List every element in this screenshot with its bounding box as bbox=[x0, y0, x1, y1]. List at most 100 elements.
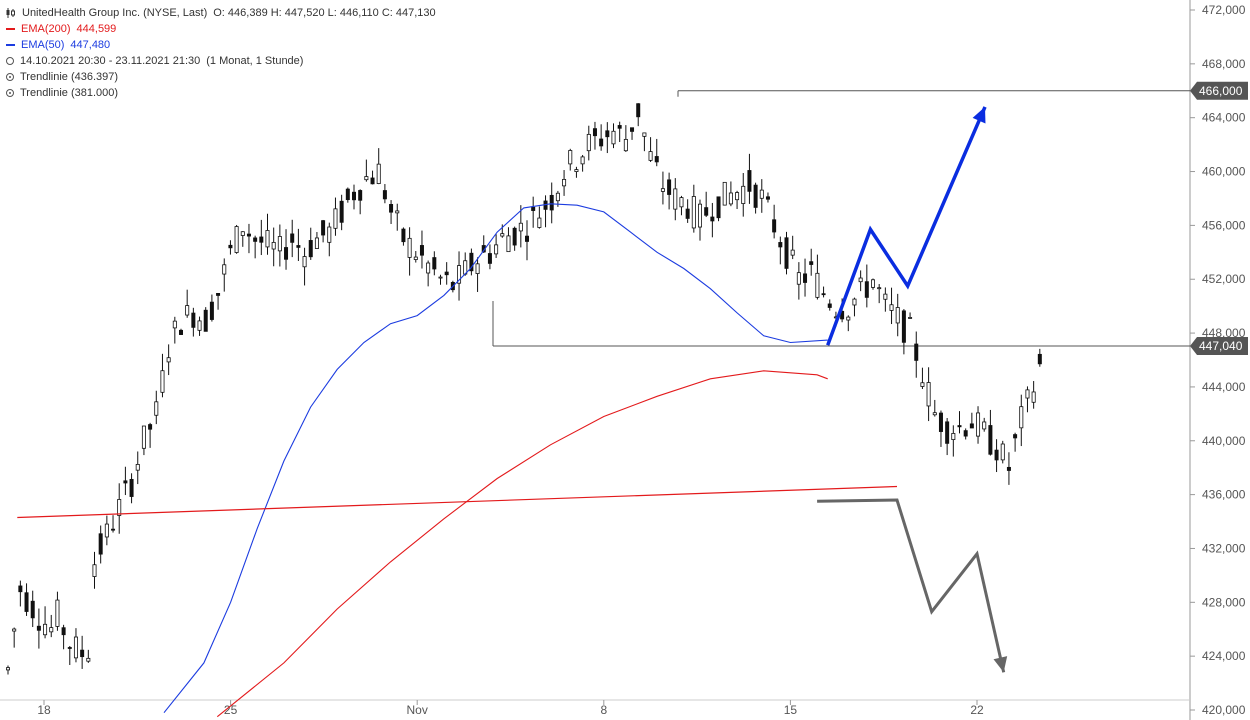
ema50-value: 447,480 bbox=[70, 39, 111, 51]
projection-up-arrow-head bbox=[972, 106, 986, 124]
candle-body bbox=[654, 156, 659, 163]
candle-body bbox=[321, 220, 326, 236]
ema200-label: EMA(200) bbox=[21, 23, 71, 35]
candle-body bbox=[710, 216, 715, 222]
legend-ema200[interactable]: EMA(200) 444,599 bbox=[6, 21, 442, 37]
y-tick-label: 464,000 bbox=[1202, 111, 1246, 125]
candle-body bbox=[611, 130, 616, 145]
y-tick-label: 432,000 bbox=[1202, 541, 1246, 555]
candle-body bbox=[599, 138, 604, 147]
candle-body bbox=[1006, 466, 1011, 471]
target-icon bbox=[6, 89, 14, 97]
candle-body bbox=[55, 599, 60, 627]
candle-body bbox=[290, 233, 295, 243]
indicator-lines bbox=[17, 203, 898, 718]
projection-down-arrow bbox=[817, 498, 1006, 673]
candle-body bbox=[111, 528, 116, 531]
candle-body bbox=[246, 233, 251, 237]
candle-body bbox=[1025, 389, 1030, 399]
trendline bbox=[17, 485, 898, 519]
candle-body bbox=[605, 130, 610, 138]
candle-body bbox=[883, 293, 888, 300]
projection-arrows bbox=[817, 106, 1008, 673]
target-icon bbox=[6, 73, 14, 81]
ema50-swatch bbox=[6, 44, 15, 46]
clock-icon bbox=[6, 57, 14, 65]
candle-body bbox=[951, 433, 956, 440]
y-tick-label: 436,000 bbox=[1202, 488, 1246, 502]
candle-body bbox=[765, 196, 770, 200]
candle-body bbox=[790, 249, 795, 256]
candle-body bbox=[166, 357, 171, 363]
candle-body bbox=[728, 192, 733, 205]
horizontal-levels bbox=[492, 90, 1190, 347]
candle-body bbox=[154, 401, 159, 416]
candle-body bbox=[438, 276, 443, 279]
candle-body bbox=[1019, 406, 1024, 429]
candle-body bbox=[809, 261, 814, 265]
candle-body bbox=[302, 256, 307, 268]
candle-body bbox=[413, 256, 418, 260]
candle-body bbox=[259, 236, 264, 243]
candle-body bbox=[92, 564, 97, 577]
candle-body bbox=[562, 178, 567, 187]
y-tick-label: 444,000 bbox=[1202, 380, 1246, 394]
candle-body bbox=[327, 226, 332, 243]
candle-body bbox=[976, 412, 981, 437]
projection-up-arrow bbox=[826, 106, 987, 346]
ema200-value: 444,599 bbox=[76, 23, 117, 35]
candle-body bbox=[617, 125, 622, 129]
candle-body bbox=[716, 196, 721, 219]
candle-body bbox=[222, 264, 227, 275]
candle-body bbox=[568, 150, 573, 165]
y-tick-label: 456,000 bbox=[1202, 218, 1246, 232]
candle-body bbox=[185, 305, 190, 316]
candle-body bbox=[494, 244, 499, 255]
y-tick-label: 472,000 bbox=[1202, 3, 1246, 17]
x-tick-label: 22 bbox=[970, 703, 984, 717]
y-axis: 420,000 424,000 428,000 432,000 436,000 440,0… bbox=[1189, 0, 1246, 720]
candle-body bbox=[444, 271, 449, 276]
legend-ema50[interactable]: EMA(50) 447,480 bbox=[6, 37, 442, 53]
candle-body bbox=[240, 231, 245, 236]
candle-body bbox=[277, 236, 282, 252]
candle-body bbox=[889, 304, 894, 311]
candle-body bbox=[148, 424, 153, 430]
candle-body bbox=[1031, 391, 1036, 403]
candle-body bbox=[36, 625, 41, 631]
candle-body bbox=[679, 197, 684, 208]
candle-body bbox=[426, 262, 431, 274]
candle-body bbox=[469, 252, 474, 272]
candlestick-icon bbox=[6, 8, 16, 18]
price-tag-label: 466,000 bbox=[1199, 84, 1243, 98]
y-tick-label: 460,000 bbox=[1202, 165, 1246, 179]
candle-body bbox=[852, 298, 857, 306]
candle-body bbox=[30, 600, 35, 619]
candle-body bbox=[741, 185, 746, 204]
legend-trendline-1[interactable]: Trendlinie (436.397) bbox=[6, 69, 442, 85]
candle-body bbox=[271, 241, 276, 250]
candle-body bbox=[673, 188, 678, 210]
candle-body bbox=[104, 523, 109, 538]
x-tick-label: 8 bbox=[600, 703, 607, 717]
candle-body bbox=[376, 163, 381, 184]
price-tags: 466,000 447,040 bbox=[1190, 81, 1248, 355]
candle-body bbox=[123, 480, 128, 484]
candle-body bbox=[901, 310, 906, 343]
legend-trendline-2[interactable]: Trendlinie (381.000) bbox=[6, 85, 442, 101]
candle-body bbox=[988, 425, 993, 455]
candle-body bbox=[135, 464, 140, 471]
chart-legend: UnitedHealth Group Inc. (NYSE, Last) O: … bbox=[6, 5, 442, 101]
candle-body bbox=[67, 647, 72, 649]
candle-body bbox=[209, 301, 214, 320]
candle-body bbox=[160, 370, 165, 393]
candle-body bbox=[487, 253, 492, 264]
candle-body bbox=[407, 237, 412, 258]
candle-body bbox=[945, 421, 950, 444]
candle-body bbox=[1000, 443, 1005, 461]
candle-body bbox=[1013, 434, 1018, 439]
candle-body bbox=[667, 179, 672, 195]
candle-body bbox=[969, 423, 974, 429]
candle-body bbox=[141, 425, 146, 449]
